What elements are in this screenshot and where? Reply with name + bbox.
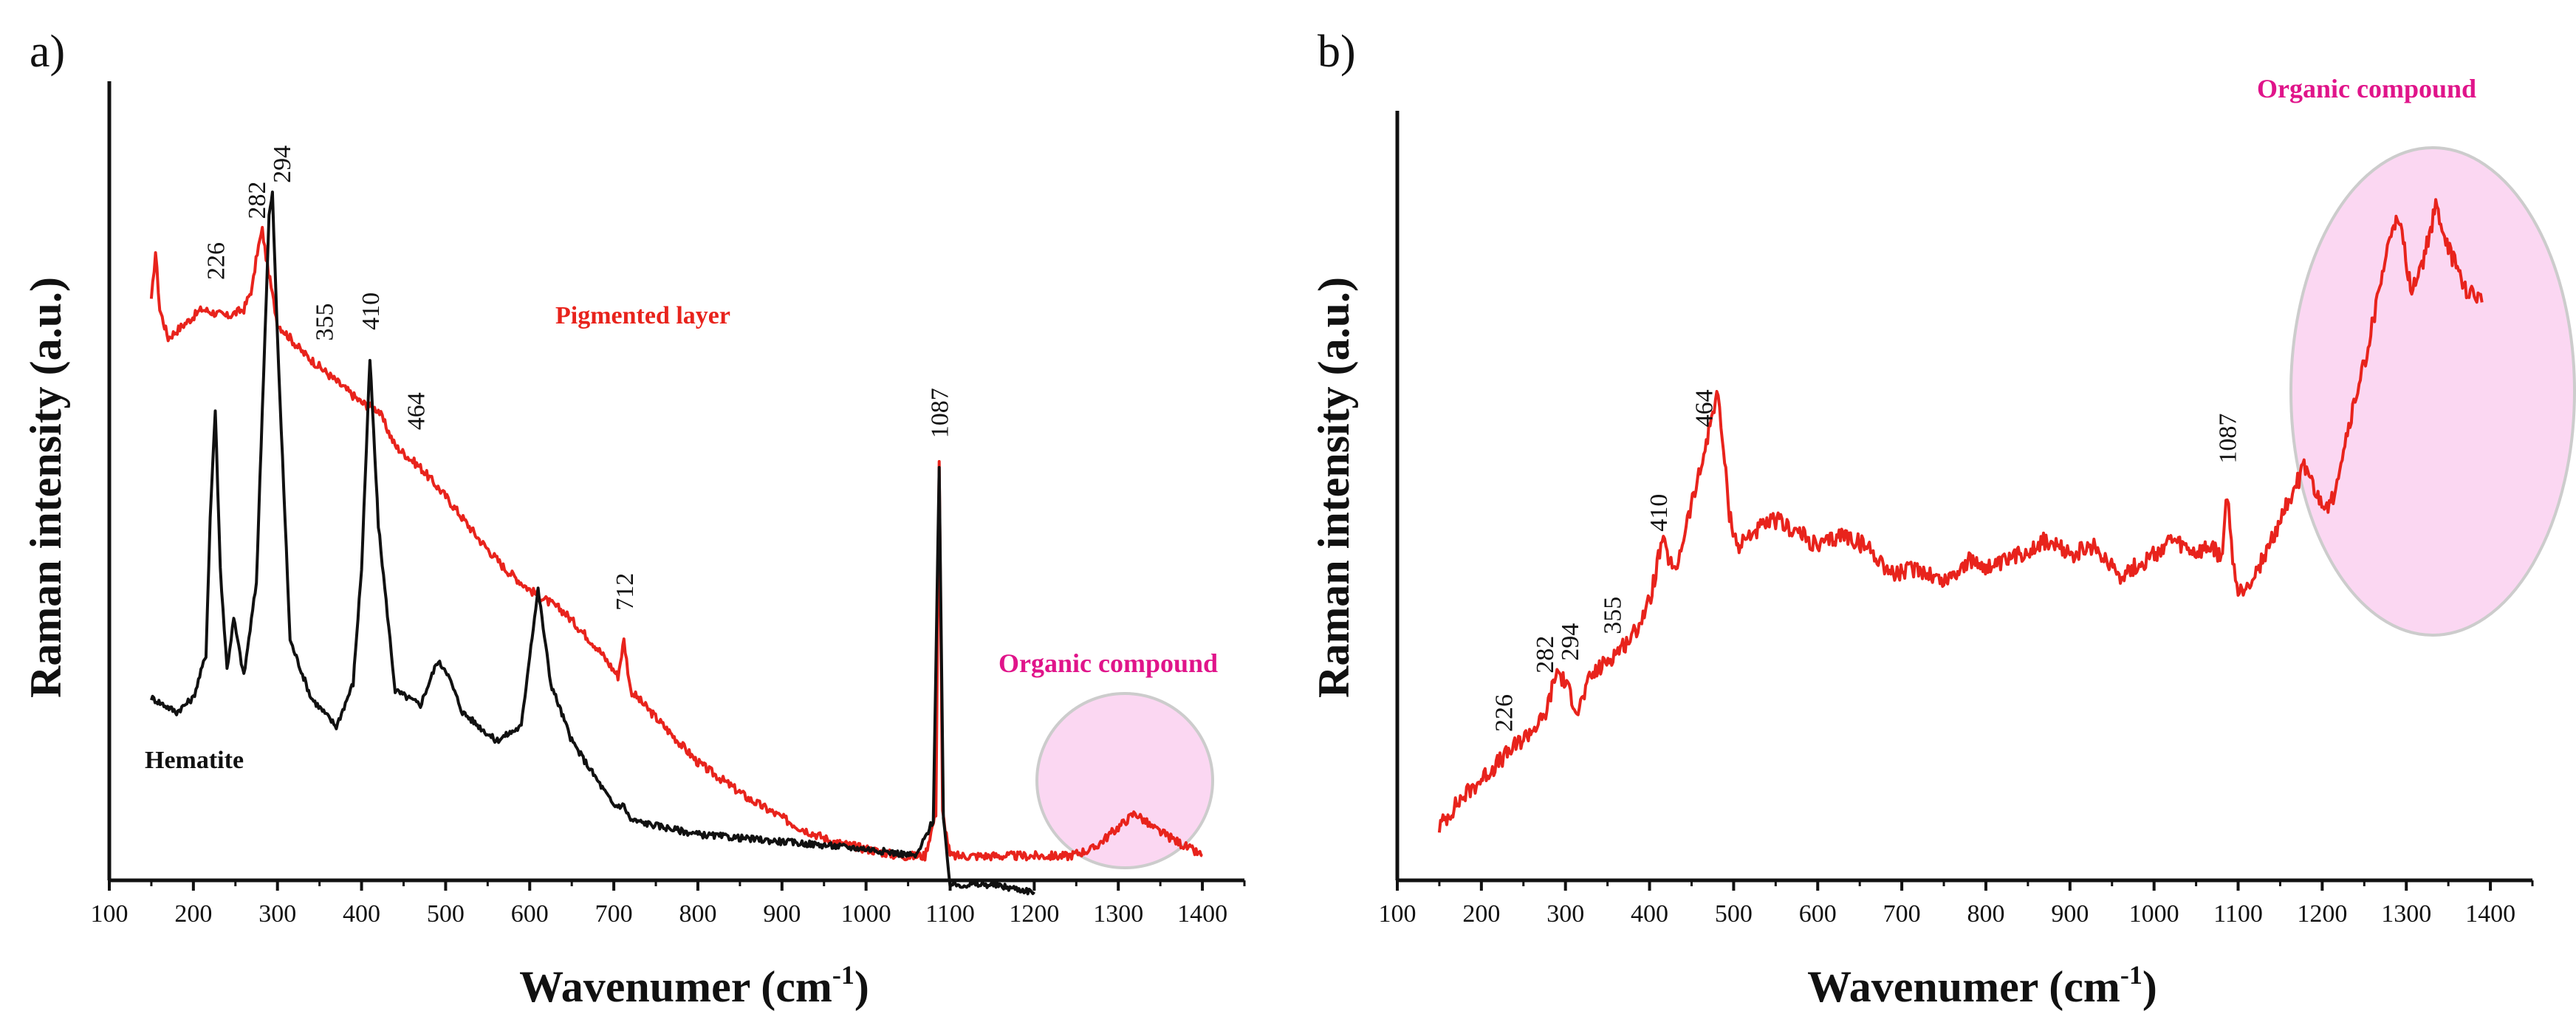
- x-tick-label: 200: [174, 900, 212, 928]
- peak-label: 355: [1599, 597, 1626, 634]
- peak-label: 410: [357, 292, 385, 330]
- chart-panel-a: a) Pigmented layer Hematite Organic comp…: [0, 0, 1288, 1027]
- plot-area-b: 100 200 300 400 500 600 700 800 900 1000 1100 1200 1…: [1379, 111, 2534, 928]
- peak-label: 355: [311, 304, 338, 341]
- x-tick-label: 600: [511, 900, 549, 928]
- peak-label: 226: [1491, 694, 1518, 732]
- label-organic-compound-b: Organic compound: [2257, 74, 2476, 103]
- x-tick-label: 800: [679, 900, 716, 928]
- organic-compound-highlight: [2289, 146, 2576, 637]
- x-tick-label: 1100: [2213, 900, 2263, 928]
- x-tick-label: 1300: [2381, 900, 2431, 928]
- x-tick-label: 500: [1715, 900, 1753, 928]
- series-line-pigmented-layer: [149, 225, 1203, 862]
- x-tick-label: 1100: [925, 900, 975, 928]
- y-axis-title-a: Raman intensity (a.u.): [21, 277, 70, 698]
- x-tick-label: 100: [1379, 900, 1417, 928]
- x-tick-label: 300: [258, 900, 296, 928]
- x-tick-label: 900: [763, 900, 801, 928]
- peak-label: 282: [244, 182, 271, 219]
- organic-compound-highlight: [1035, 692, 1214, 869]
- peak-label: 712: [612, 573, 639, 611]
- panel-label-b: b): [1318, 27, 1356, 77]
- x-tick-label: 1400: [2465, 900, 2515, 928]
- x-tick-label: 1400: [1177, 900, 1227, 928]
- series-line-hematite: [149, 191, 1035, 896]
- x-tick-label: 500: [427, 900, 465, 928]
- x-tick-label: 600: [1799, 900, 1837, 928]
- x-tick-label: 400: [343, 900, 380, 928]
- y-axis-title-b: Raman intensity (a.u.): [1309, 277, 1358, 698]
- x-tick-label: 300: [1546, 900, 1584, 928]
- peak-label: 464: [1690, 389, 1718, 427]
- peak-label: 226: [203, 242, 230, 280]
- peak-label: 410: [1645, 494, 1673, 532]
- x-tick-label: 800: [1967, 900, 2004, 928]
- label-pigmented-layer: Pigmented layer: [555, 302, 730, 329]
- peak-label: 1087: [927, 388, 954, 438]
- chart-b-svg: b) Organic compound Raman intensity (a.u…: [1309, 27, 2576, 1011]
- peak-label: 294: [1557, 623, 1584, 661]
- peak-label: 1087: [2215, 414, 2242, 464]
- x-axis-title-a: Wavenumer (cm-1): [519, 960, 869, 1011]
- label-hematite: Hematite: [145, 747, 244, 774]
- x-axis-title-b: Wavenumer (cm-1): [1807, 960, 2157, 1011]
- x-tick-label: 200: [1462, 900, 1500, 928]
- x-tick-label: 900: [2051, 900, 2089, 928]
- chart-a-svg: a) Pigmented layer Hematite Organic comp…: [21, 27, 1246, 1011]
- label-organic-compound-a: Organic compound: [998, 648, 1218, 678]
- x-tick-label: 400: [1631, 900, 1668, 928]
- panel-label-a: a): [30, 27, 65, 77]
- plot-area-a: 100 200 300 400 500 600 700 800 900 1000 1100 1200 1…: [91, 81, 1246, 928]
- x-tick-label: 700: [1883, 900, 1921, 928]
- x-tick-label: 1200: [1009, 900, 1059, 928]
- x-tick-label: 700: [595, 900, 633, 928]
- x-tick-label: 1200: [2297, 900, 2347, 928]
- peak-label: 294: [269, 145, 296, 183]
- x-tick-label: 1000: [841, 900, 891, 928]
- peak-label: 282: [1532, 636, 1559, 674]
- peak-label: 464: [402, 392, 430, 430]
- x-tick-label: 100: [91, 900, 129, 928]
- x-tick-label: 1000: [2129, 900, 2179, 928]
- chart-panel-b: b) Organic compound Raman intensity (a.u…: [1288, 0, 2576, 1027]
- x-tick-label: 1300: [1093, 900, 1143, 928]
- series-line-spectrum: [1437, 198, 2484, 833]
